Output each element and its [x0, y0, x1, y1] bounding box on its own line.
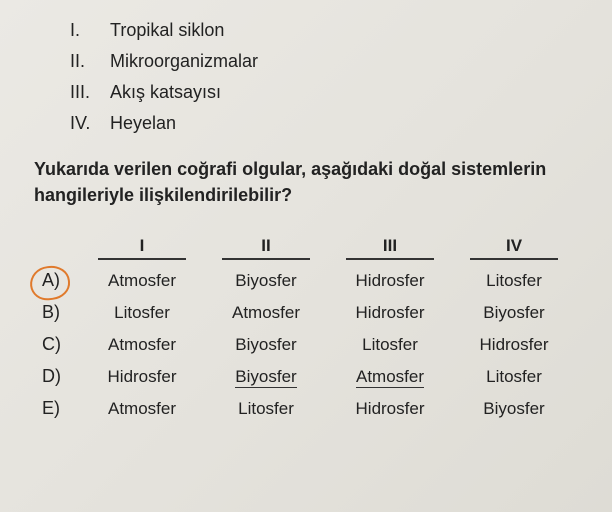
option-row[interactable]: A)AtmosferBiyosferHidrosferLitosfer	[36, 266, 582, 296]
roman-item: III.Akış katsayısı	[70, 82, 582, 103]
option-cell: Hidrosfer	[452, 330, 576, 360]
column-headers: I II III IV	[36, 236, 582, 262]
option-cell: Biyosfer	[452, 298, 576, 328]
roman-numeral: I.	[70, 20, 110, 41]
option-cell: Litosfer	[328, 330, 452, 360]
question-text: Yukarıda verilen coğrafi olgular, aşağıd…	[30, 156, 582, 208]
options-table: I II III IV A)AtmosferBiyosferHidrosferL…	[36, 236, 582, 424]
roman-text: Akış katsayısı	[110, 82, 221, 103]
option-cell: Litosfer	[452, 362, 576, 392]
option-cell: Hidrosfer	[328, 298, 452, 328]
col-header-4: IV	[452, 236, 576, 262]
option-row[interactable]: C)AtmosferBiyosferLitosferHidrosfer	[36, 330, 582, 360]
col-header-2: II	[204, 236, 328, 262]
option-label: E)	[36, 398, 80, 419]
option-row[interactable]: B)LitosferAtmosferHidrosferBiyosfer	[36, 298, 582, 328]
option-cell: Litosfer	[80, 298, 204, 328]
roman-list: I.Tropikal siklonII.MikroorganizmalarIII…	[70, 20, 582, 134]
option-label: D)	[36, 366, 80, 387]
option-cell: Biyosfer	[204, 266, 328, 296]
option-cell: Hidrosfer	[328, 266, 452, 296]
option-row[interactable]: E)AtmosferLitosferHidrosferBiyosfer	[36, 394, 582, 424]
roman-text: Mikroorganizmalar	[110, 51, 258, 72]
option-row[interactable]: D)HidrosferBiyosferAtmosferLitosfer	[36, 362, 582, 392]
roman-numeral: III.	[70, 82, 110, 103]
col-header-3: III	[328, 236, 452, 262]
option-cell: Atmosfer	[328, 362, 452, 392]
option-cell: Biyosfer	[204, 330, 328, 360]
option-cell: Litosfer	[204, 394, 328, 424]
option-cell: Atmosfer	[204, 298, 328, 328]
option-label: A)	[36, 270, 80, 291]
roman-item: II.Mikroorganizmalar	[70, 51, 582, 72]
roman-text: Tropikal siklon	[110, 20, 224, 41]
option-cell: Atmosfer	[80, 330, 204, 360]
option-cell: Hidrosfer	[328, 394, 452, 424]
col-header-1: I	[80, 236, 204, 262]
roman-item: I.Tropikal siklon	[70, 20, 582, 41]
roman-item: IV.Heyelan	[70, 113, 582, 134]
roman-numeral: II.	[70, 51, 110, 72]
option-cell: Biyosfer	[204, 362, 328, 392]
roman-numeral: IV.	[70, 113, 110, 134]
option-cell: Litosfer	[452, 266, 576, 296]
option-label: C)	[36, 334, 80, 355]
pen-circle-mark	[28, 264, 71, 302]
option-cell: Hidrosfer	[80, 362, 204, 392]
option-cell: Atmosfer	[80, 394, 204, 424]
option-cell: Biyosfer	[452, 394, 576, 424]
option-label: B)	[36, 302, 80, 323]
roman-text: Heyelan	[110, 113, 176, 134]
option-cell: Atmosfer	[80, 266, 204, 296]
